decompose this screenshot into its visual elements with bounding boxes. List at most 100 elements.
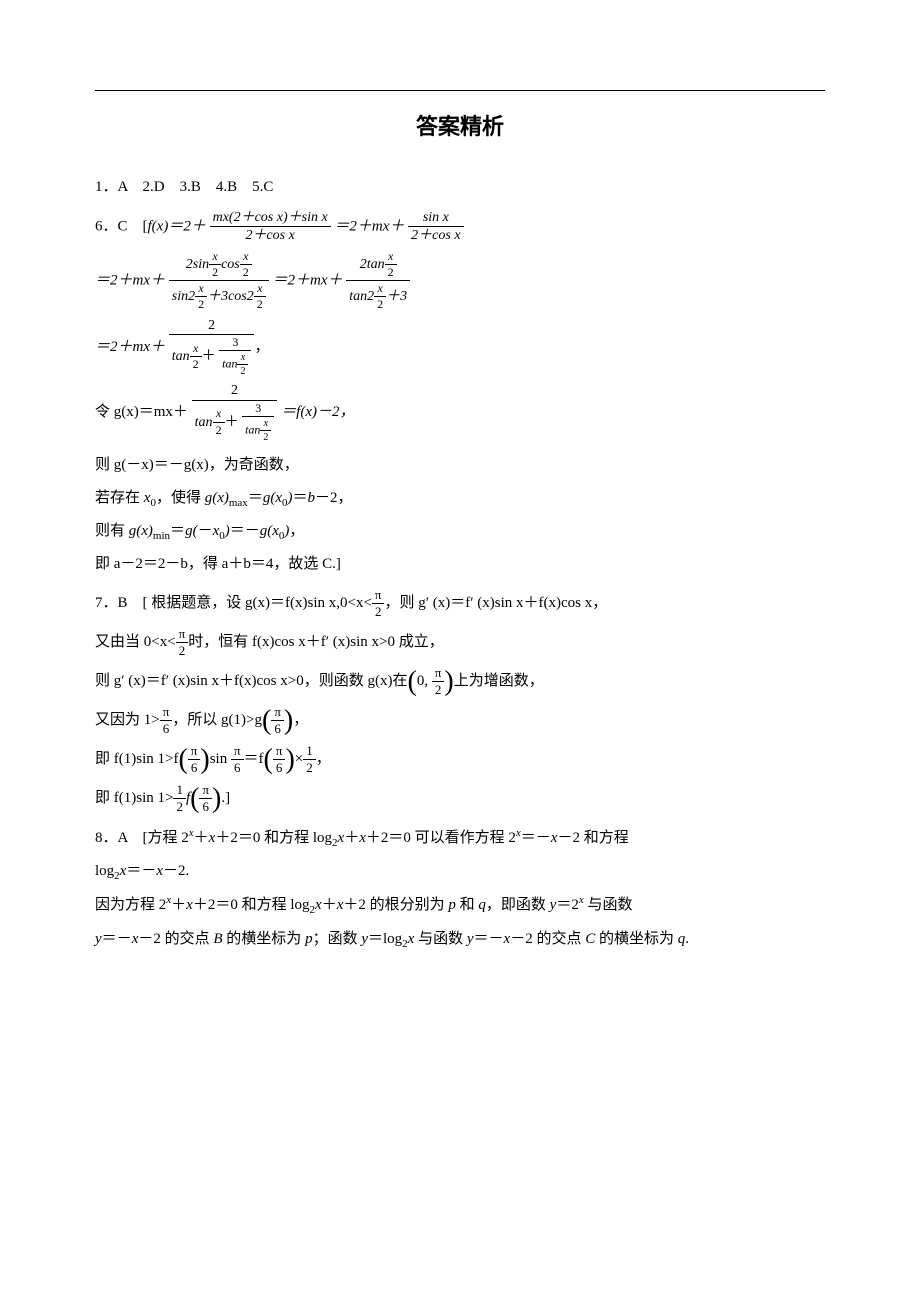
q7-line4: 又因为 1>π6，所以 g(1)>g(π6)， xyxy=(95,704,825,737)
paren-close-icon: ) xyxy=(444,668,453,696)
q7-pi6-e: π6 xyxy=(273,744,286,776)
q6-eq2-den-x2a: x2 xyxy=(195,282,207,311)
q7-l2b: 时，恒有 f(x)cos x＋f′ (x)sin x>0 成立， xyxy=(188,634,443,650)
q6-eq3-inner-x2: x2 xyxy=(237,352,248,377)
q6-line3: ＝2＋mx＋ 2 tanx2＋ 3 tanx2 ， xyxy=(95,318,825,378)
q7-l5c: ＝f xyxy=(244,751,264,767)
q7-l5a: 即 f(1)sin 1>f xyxy=(95,751,178,767)
q6-gdef-lead: 令 g(x)＝mx＋ xyxy=(95,404,188,420)
answers-summary: 1．A 2.D 3.B 4.B 5.C xyxy=(95,171,825,204)
q7-l4c: ， xyxy=(293,712,308,728)
q8-line1: 8．A [方程 2x＋x＋2＝0 和方程 log2x＋x＋2＝0 可以看作方程 … xyxy=(95,821,825,855)
q6-eq3-outer-plus: ＋ xyxy=(202,349,216,364)
q6-gdef-inner-x2: x2 xyxy=(260,418,271,443)
q6-frac2: sin x 2＋cos x xyxy=(408,210,463,244)
q7-l4b: ，所以 g(1)>g xyxy=(172,712,262,728)
q6-exist: 若存在 x0，使得 g(x)max＝g(x0)＝b－2， xyxy=(95,482,825,515)
q7-l3a: 则 g′ (x)＝f′ (x)sin x＋f(x)cos x>0，则函数 g(x… xyxy=(95,673,407,689)
q7-line5: 即 f(1)sin 1>f(π6)sin π6＝f(π6)×12， xyxy=(95,743,825,776)
q6-line1: 6．C [f(x)＝2＋ mx(2＋cos x)＋sin x 2＋cos x ＝… xyxy=(95,210,825,244)
q7-line3: 则 g′ (x)＝f′ (x)sin x＋f(x)cos x>0，则函数 g(x… xyxy=(95,665,825,698)
paren-open2-icon: ( xyxy=(262,707,271,735)
q7-lead-tail: ，则 g′ (x)＝f′ (x)sin x＋f(x)cos x， xyxy=(384,595,607,611)
q6-gdef: 令 g(x)＝mx＋ 2 tanx2＋ 3 tanx2 ＝f(x)－2， xyxy=(95,383,825,443)
q7-line6: 即 f(1)sin 1>12f(π6).] xyxy=(95,782,825,815)
q6-eq2f2-num: 2tan xyxy=(360,257,385,272)
q6-eq2f2-den-x2: x2 xyxy=(374,282,386,311)
q6-eq2f2-den: tan2 xyxy=(349,289,374,304)
q7-l4a: 又因为 1> xyxy=(95,712,160,728)
q7-lead: 7．B [ 根据题意，设 g(x)＝f(x)sin x,0<x< xyxy=(95,595,372,611)
paren-open3-icon: ( xyxy=(178,746,187,774)
q7-pi2-c: π2 xyxy=(432,666,445,698)
q6-eq2-den-sin2: sin2 xyxy=(172,289,195,304)
q6-mid1: ＝2＋mx＋ xyxy=(334,218,404,234)
q6-min: 则有 g(x)min＝g(－x0)＝－g(x0)， xyxy=(95,515,825,548)
q7-pi6-a: π6 xyxy=(160,705,173,737)
q8-line4: y＝－x－2 的交点 B 的横坐标为 p；函数 y＝log2x 与函数 y＝－x… xyxy=(95,923,825,956)
q7-half-b: 12 xyxy=(173,783,186,815)
q6-eq2-num-2sin: 2sin xyxy=(186,257,209,272)
q6-frac1-den: 2＋cos x xyxy=(245,228,294,243)
q6-lhs: f(x)＝2＋ xyxy=(148,218,206,234)
q6-gdef-x2: x2 xyxy=(213,407,225,436)
q7-l3b: 上为增函数， xyxy=(454,673,544,689)
q6-eq3-inner-num: 3 xyxy=(219,336,251,351)
q6-eq2-num-cos: cos xyxy=(221,257,240,272)
page-title: 答案精析 xyxy=(95,109,825,141)
q6-eq3-outer-tan: tan xyxy=(172,349,190,364)
paren-close5-icon: ) xyxy=(212,785,221,813)
q8-line3: 因为方程 2x＋x＋2＝0 和方程 log2x＋x＋2 的根分别为 p 和 q，… xyxy=(95,888,825,922)
q6-gdef-tail: ＝f(x)－2， xyxy=(281,404,354,420)
q6-eq2-mid: ＝2＋mx＋ xyxy=(273,272,343,288)
q6-frac1: mx(2＋cos x)＋sin x 2＋cos x xyxy=(210,210,331,244)
q6-odd: 则 g(－x)＝－g(x)，为奇函数， xyxy=(95,449,825,482)
q7-pi2-a: π2 xyxy=(372,588,385,620)
q7-half-a: 12 xyxy=(303,744,316,776)
q7-l5d: × xyxy=(295,751,303,767)
paren-open5-icon: ( xyxy=(190,785,199,813)
q6-eq3-lead: ＝2＋mx＋ xyxy=(95,339,165,355)
q6-conclude: 即 a－2＝2－b，得 a＋b＝4，故选 C.] xyxy=(95,548,825,581)
q6-eq3-tail: ， xyxy=(254,339,269,355)
q6-eq3-inner: 3 tanx2 xyxy=(219,336,251,377)
paren-close3-icon: ) xyxy=(200,746,209,774)
page: 答案精析 1．A 2.D 3.B 4.B 5.C 6．C [f(x)＝2＋ mx… xyxy=(0,0,920,1302)
q6-eq3-outer-num: 2 xyxy=(169,318,255,335)
top-rule xyxy=(95,90,825,91)
paren-open4-icon: ( xyxy=(264,746,273,774)
q6-eq2f2-num-x2: x2 xyxy=(385,250,397,279)
q6-eq2f2-den-plus: ＋3 xyxy=(386,289,407,304)
q7-pi6-b: π6 xyxy=(271,705,284,737)
paren-close2-icon: ) xyxy=(284,707,293,735)
q7-l5b: sin xyxy=(210,751,228,767)
paren-open-icon: ( xyxy=(407,668,416,696)
q6-frac2-num: sin x xyxy=(423,210,449,225)
q6-eq3-outer: 2 tanx2＋ 3 tanx2 xyxy=(169,318,255,378)
q6-frac2-den: 2＋cos x xyxy=(411,228,460,243)
q7-pi6-c: π6 xyxy=(188,744,201,776)
q6-frac1-num: mx(2＋cos x)＋sin x xyxy=(213,210,328,225)
q7-pi6-f: π6 xyxy=(199,783,212,815)
q6-eq2-num-x2a: x2 xyxy=(209,250,221,279)
q6-eq3-inner-tan: tan xyxy=(222,356,237,370)
q7-pi6-d: π6 xyxy=(231,744,244,776)
q7-pi2-b: π2 xyxy=(176,627,189,659)
q7-l6c: .] xyxy=(221,790,230,806)
q6-eq2-den-x2b: x2 xyxy=(254,282,266,311)
q7-int-0: 0, xyxy=(417,673,428,689)
q6-eq2-num-x2b: x2 xyxy=(240,250,252,279)
q7-l6a: 即 f(1)sin 1> xyxy=(95,790,173,806)
q6-eq2-frac1: 2sinx2cosx2 sin2x2＋3cos2x2 xyxy=(169,250,269,312)
q7-line1: 7．B [ 根据题意，设 g(x)＝f(x)sin x,0<x<π2，则 g′ … xyxy=(95,587,825,620)
paren-close4-icon: ) xyxy=(285,746,294,774)
q6-eq2-den-plus: ＋3cos2 xyxy=(207,289,254,304)
q6-line2: ＝2＋mx＋ 2sinx2cosx2 sin2x2＋3cos2x2 ＝2＋mx＋… xyxy=(95,250,825,312)
q6-eq2-frac2: 2tanx2 tan2x2＋3 xyxy=(346,250,410,312)
q6-gdef-inner: 3 tanx2 xyxy=(242,402,274,443)
q6-eq2-lead: ＝2＋mx＋ xyxy=(95,272,165,288)
q6-gdef-frac: 2 tanx2＋ 3 tanx2 xyxy=(192,383,278,443)
q7-l5e: ， xyxy=(316,751,331,767)
q7-l2a: 又由当 0<x< xyxy=(95,634,176,650)
q6-lead: 6．C [ xyxy=(95,218,148,234)
